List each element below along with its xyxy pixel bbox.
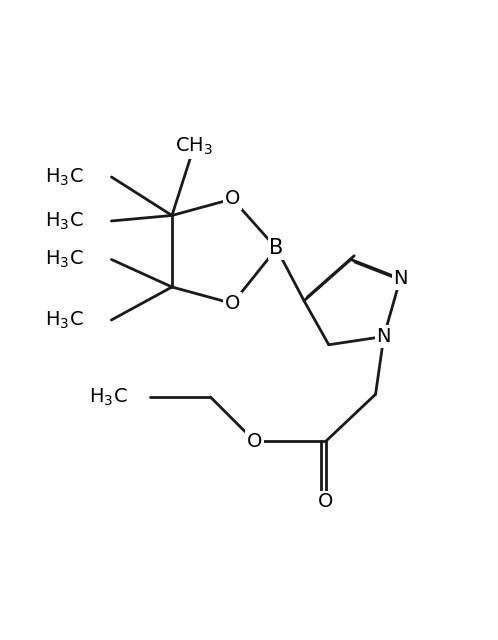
Text: B: B <box>269 239 284 259</box>
Text: H$_3$C: H$_3$C <box>45 309 84 331</box>
Text: O: O <box>225 189 240 209</box>
Text: H$_3$C: H$_3$C <box>45 249 84 270</box>
Text: O: O <box>247 431 262 451</box>
Text: H$_3$C: H$_3$C <box>45 211 84 232</box>
Text: N: N <box>376 327 391 346</box>
Text: CH$_3$: CH$_3$ <box>175 136 213 157</box>
Text: H$_3$C: H$_3$C <box>89 387 128 408</box>
Text: O: O <box>225 294 240 313</box>
Text: H$_3$C: H$_3$C <box>45 166 84 188</box>
Text: O: O <box>318 492 334 511</box>
Text: N: N <box>393 269 407 288</box>
